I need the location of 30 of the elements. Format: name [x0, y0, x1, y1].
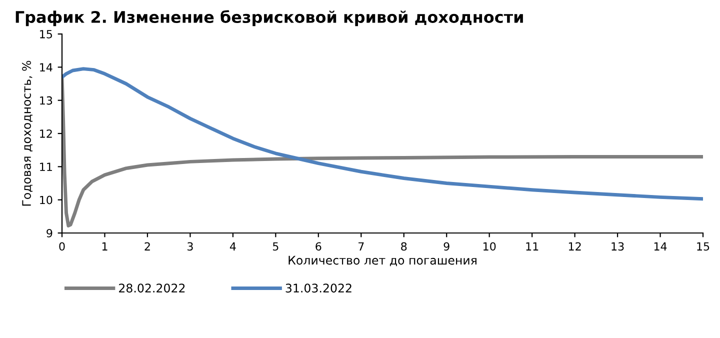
x-tick-label: 5 [272, 242, 278, 251]
y-tick-label: 10 [40, 196, 52, 204]
x-tick-label: 3 [188, 242, 193, 251]
x-tick-label: 1 [102, 242, 108, 250]
x-tick-label: 14 [654, 242, 667, 250]
y-tick-label: 15 [40, 30, 52, 38]
legend-label: 31.03.2022 [286, 284, 352, 293]
x-axis-title: Количество лет до погашения [288, 256, 476, 266]
x-tick-label: 4 [230, 242, 236, 250]
x-tick-label: 0 [59, 242, 65, 251]
legend-label: 28.02.2022 [119, 284, 185, 293]
y-tick-label: 9 [46, 228, 52, 238]
y-tick-label: 14 [40, 63, 52, 72]
x-tick-label: 10 [483, 242, 496, 251]
x-tick-label: 9 [444, 242, 450, 251]
x-tick-label: 15 [697, 242, 710, 251]
x-tick-label: 7 [358, 242, 364, 250]
y-tick-label: 11 [40, 162, 52, 171]
x-tick-label: 8 [401, 242, 407, 251]
y-tick-label: 13 [40, 96, 52, 105]
line-series [62, 67, 703, 201]
x-tick-label: 6 [316, 242, 322, 251]
y-axis-title: Годовая доходность, % [22, 60, 32, 206]
x-tick-label: 13 [612, 242, 624, 251]
x-tick-label: 12 [568, 242, 581, 250]
x-tick-label: 11 [526, 242, 538, 250]
x-tick-label: 2 [144, 242, 150, 250]
chart-title: График 2. Изменение безрисковой кривой доходности [16, 10, 523, 26]
line-series [62, 75, 703, 228]
y-tick-label: 12 [40, 129, 52, 138]
